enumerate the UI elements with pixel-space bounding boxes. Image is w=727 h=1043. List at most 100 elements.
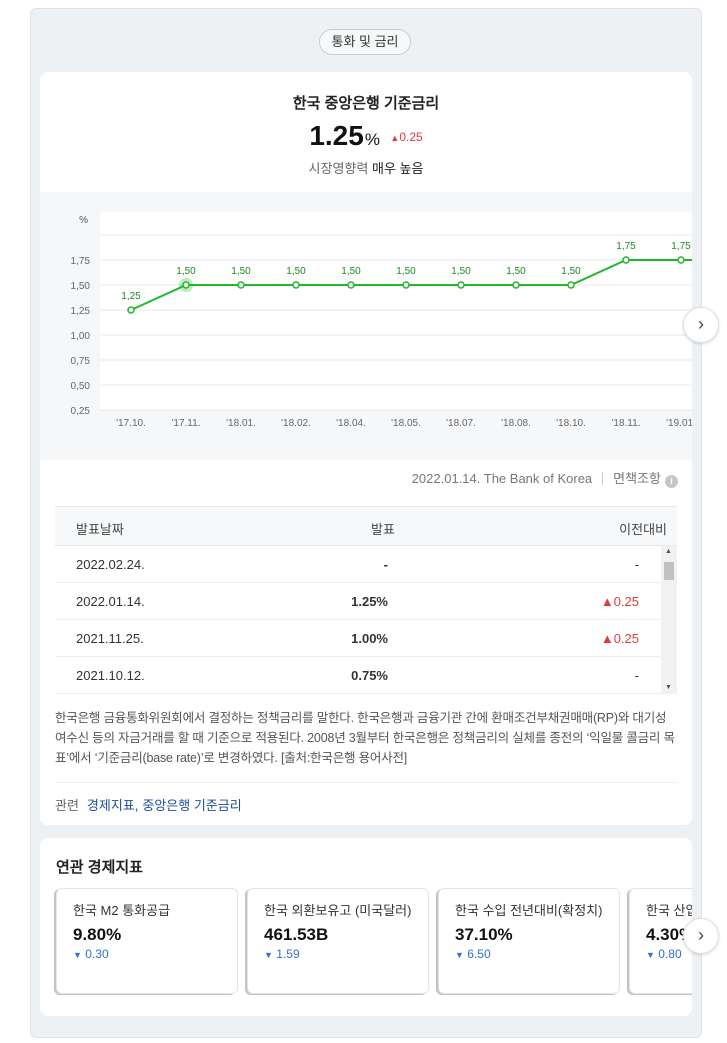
table-row: 2021.11.25. 1.00% ▲0.25 (55, 620, 661, 657)
indicator-card[interactable]: 한국 수입 전년대비(확정치) 37.10% ▼ 6.50 (438, 888, 620, 994)
main-indicator-card: 한국 중앙은행 기준금리 1.25% ▲0.25 시장영향력 매우 높음 % 1,… (40, 72, 692, 825)
data-point (402, 281, 410, 289)
indicator-change: ▼ 6.50 (455, 947, 603, 961)
data-point (292, 281, 300, 289)
source-line: 2022.01.14. The Bank of Korea 면책조항 i (412, 468, 678, 488)
data-label: 1,50 (176, 266, 196, 277)
data-point (512, 281, 520, 289)
up-arrow-icon: ▲ (390, 133, 400, 143)
x-tick-label: '18.02. (281, 418, 311, 429)
data-label: 1,75 (671, 241, 691, 252)
indicator-value: 461.53B (264, 925, 329, 944)
influence-value: 매우 높음 (371, 161, 424, 176)
indicator-change: ▼ 0.30 (73, 947, 221, 961)
row-value: 0.75% (351, 668, 388, 683)
table-row: 2022.01.14. 1.25% ▲0.25 (55, 583, 661, 620)
table-row: 2022.02.24. - - (55, 546, 661, 583)
row-change: - (634, 668, 639, 683)
data-label: 1,75 (616, 241, 636, 252)
indicator-value: 9.80% (73, 925, 122, 944)
related-link-central-bank[interactable]: 중앙은행 기준금리 (142, 798, 242, 813)
row-value: 1.25% (351, 594, 388, 609)
header-announcement: 발표 (371, 522, 395, 537)
chart-next-button[interactable]: › (683, 307, 719, 343)
y-tick-label: 1,50 (71, 281, 91, 292)
info-icon[interactable]: i (665, 475, 678, 488)
data-label: 1,25 (121, 291, 141, 302)
scroll-thumb[interactable] (664, 562, 674, 580)
row-date: 2021.10.12. (76, 668, 145, 683)
section-chip[interactable]: 통화 및 금리 (319, 29, 411, 55)
data-point (622, 256, 630, 264)
x-tick-label: '18.04. (336, 418, 366, 429)
table-scrollbar[interactable]: ▲ ▼ (661, 546, 677, 694)
data-label: 1,50 (506, 266, 526, 277)
indicator-name: 한국 외환보유고 (미국달러) (264, 903, 412, 918)
announcement-table: 발표날짜 발표 이전대비 2022.02.24. - - 2022.01.14.… (55, 506, 677, 694)
related-link-economic[interactable]: 경제지표 (86, 798, 135, 813)
x-tick-label: '17.11. (172, 418, 201, 429)
y-tick-label: 0,50 (71, 381, 91, 392)
data-label: 1,50 (286, 266, 306, 277)
data-point (677, 256, 685, 264)
source-text: 2022.01.14. The Bank of Korea (411, 471, 593, 486)
data-point (182, 281, 190, 289)
row-change: ▲0.25 (600, 594, 639, 609)
x-tick-label: '18.05. (391, 418, 421, 429)
row-value: - (383, 557, 388, 572)
indicator-card[interactable]: 한국 M2 통화공급 9.80% ▼ 0.30 (56, 888, 238, 994)
data-point (347, 281, 355, 289)
down-arrow-icon: ▼ (646, 950, 655, 960)
scroll-down-icon[interactable]: ▼ (665, 684, 672, 691)
x-tick-label: '18.01. (226, 418, 256, 429)
related-links: 관련 경제지표, 중앙은행 기준금리 (55, 782, 677, 814)
y-axis-unit: % (79, 215, 88, 226)
row-value: 1.00% (351, 631, 388, 646)
data-point (567, 281, 575, 289)
series-line (130, 259, 692, 311)
data-label: 1,50 (341, 266, 361, 277)
x-tick-label: '18.10. (556, 418, 586, 429)
y-tick-label: 1,00 (71, 331, 91, 342)
rate-line: 1.25% ▲0.25 (40, 120, 692, 152)
indicator-value: 4.30% (646, 925, 692, 944)
source-divider (602, 472, 604, 485)
table-row: 2021.10.12. 0.75% - (55, 657, 661, 694)
scroll-up-icon[interactable]: ▲ (665, 548, 672, 555)
chevron-right-icon: › (698, 314, 704, 334)
down-arrow-icon: ▼ (264, 950, 273, 960)
indicator-name: 한국 M2 통화공급 (73, 903, 171, 918)
header-change: 이전대비 (619, 522, 667, 537)
y-tick-label: 1,25 (71, 306, 91, 317)
indicator-card[interactable]: 한국 산업 4.30% ▼ 0.80 (629, 888, 692, 994)
related-separator: , (134, 798, 139, 813)
table-body[interactable]: 2022.02.24. - - 2022.01.14. 1.25% ▲0.25 … (55, 546, 661, 694)
rate-unit: % (364, 130, 380, 149)
indicator-description: 한국은행 금융통화위원회에서 결정하는 정책금리를 말한다. 한국은행과 금융기… (55, 711, 675, 765)
x-tick-label: '19.01. (666, 418, 692, 429)
row-change: ▲0.25 (600, 631, 639, 646)
indicator-change-value: 0.80 (658, 947, 682, 961)
data-point (237, 281, 245, 289)
x-tick-label: '18.08. (501, 418, 531, 429)
data-label: 1,50 (561, 266, 581, 277)
plot-background (100, 212, 692, 410)
rate-chart: % 1,75 1,50 1,25 1,00 0,75 0,50 0,25 '17.10. '17.… (40, 192, 692, 460)
indicator-change-value: 0.30 (85, 947, 109, 961)
rate-value: 1.25 (309, 120, 364, 151)
x-tick-label: '17.10. (116, 418, 146, 429)
indicator-change-value: 1.59 (276, 947, 300, 961)
header-date: 발표날짜 (76, 522, 124, 537)
indicators-next-button[interactable]: › (683, 918, 719, 954)
data-label: 1,50 (451, 266, 471, 277)
indicator-name: 한국 산업 (646, 903, 692, 918)
y-tick-label: 1,75 (71, 256, 91, 267)
data-point (457, 281, 465, 289)
rate-chart-svg: % 1,75 1,50 1,25 1,00 0,75 0,50 0,25 '17.10. '17.… (71, 212, 692, 429)
related-label: 관련 (55, 798, 79, 813)
indicator-change: ▼ 0.80 (646, 947, 692, 961)
related-indicators-card: 연관 경제지표 한국 M2 통화공급 9.80% ▼ 0.30 한국 외환보유고… (40, 838, 692, 1016)
indicator-title: 한국 중앙은행 기준금리 (292, 95, 440, 112)
indicator-card[interactable]: 한국 외환보유고 (미국달러) 461.53B ▼ 1.59 (247, 888, 429, 994)
disclaimer-link[interactable]: 면책조항 (613, 471, 661, 486)
